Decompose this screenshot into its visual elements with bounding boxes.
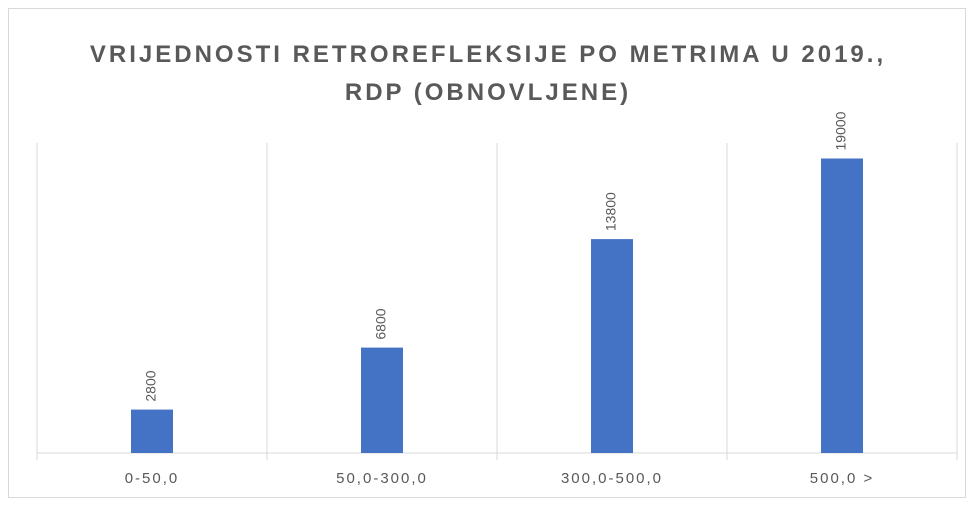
data-label: 13800 xyxy=(603,192,619,231)
data-label: 19000 xyxy=(833,111,849,150)
bar xyxy=(821,158,863,453)
x-tick-label: 0-50,0 xyxy=(125,470,180,487)
bar xyxy=(591,239,633,453)
x-tick-label: 300,0-500,0 xyxy=(561,470,663,487)
chart-title: VRIJEDNOSTI RETROREFLEKSIJE PO METRIMA U… xyxy=(89,41,887,106)
bar xyxy=(131,409,173,453)
data-label: 2800 xyxy=(143,370,159,401)
x-tick-label: 50,0-300,0 xyxy=(336,470,428,487)
data-label: 6800 xyxy=(373,308,389,339)
bar xyxy=(361,347,403,453)
x-tick-label: 500,0 > xyxy=(810,470,874,487)
chart-frame xyxy=(8,8,966,498)
